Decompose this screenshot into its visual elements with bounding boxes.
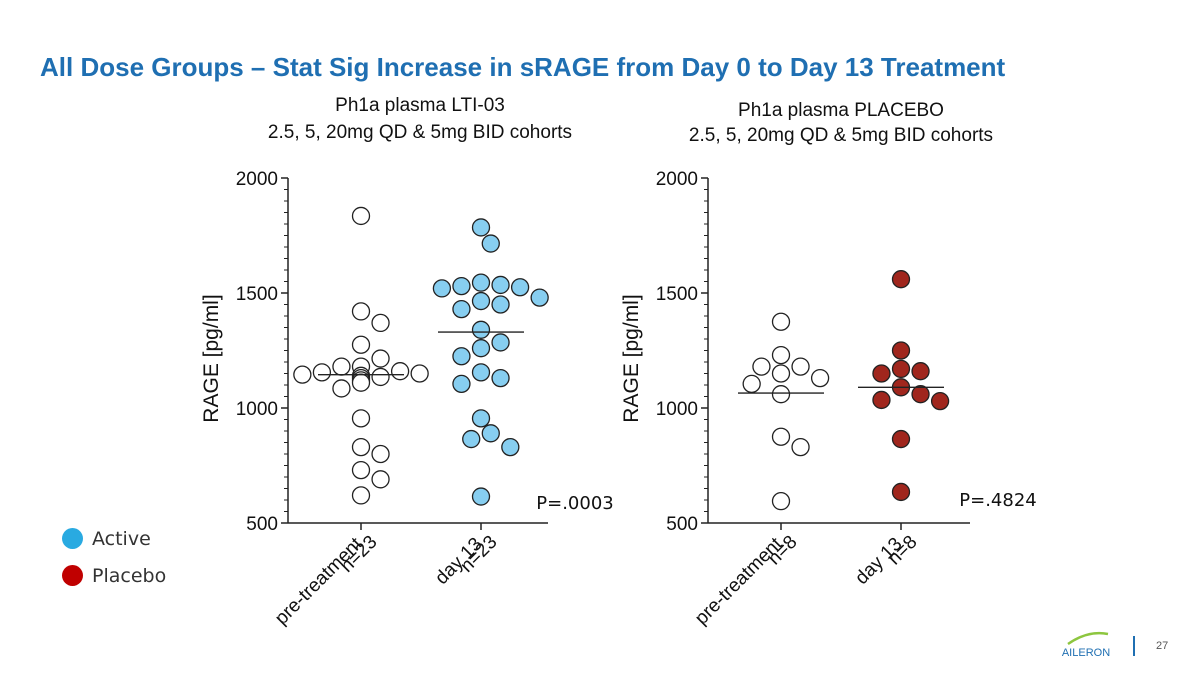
data-point (452, 276, 471, 296)
data-point (491, 333, 510, 352)
data-point (332, 379, 351, 398)
data-point (410, 364, 429, 383)
data-point (371, 313, 390, 333)
data-point (351, 302, 371, 321)
y-tick-label: 2000 (236, 169, 278, 190)
data-point (891, 341, 911, 360)
legend-item-active: Active (62, 520, 166, 557)
data-point (872, 364, 891, 383)
footer-divider (1133, 636, 1135, 656)
data-point (371, 470, 390, 489)
data-point (891, 270, 911, 289)
data-point (791, 357, 810, 376)
data-point (530, 288, 549, 307)
y-tick-label: 500 (666, 514, 698, 535)
data-point (491, 295, 510, 314)
data-point (471, 339, 491, 358)
data-point (351, 206, 371, 226)
active-swatch-icon (62, 528, 83, 549)
y-tick-label: 1500 (236, 284, 278, 305)
data-point (510, 278, 530, 297)
data-point (791, 437, 810, 457)
data-point (810, 368, 830, 388)
y-tick-label: 2000 (656, 169, 698, 190)
data-point (872, 390, 891, 410)
slide-title: All Dose Groups – Stat Sig Increase in s… (40, 52, 1006, 82)
y-tick-label: 1500 (656, 284, 698, 305)
svg-text:AILERON: AILERON (1062, 647, 1110, 659)
data-point (771, 364, 791, 383)
data-point (471, 291, 491, 311)
data-point (293, 365, 312, 384)
data-point (742, 374, 761, 394)
p-value-annotation: P=.0003 (536, 493, 613, 514)
data-point (471, 218, 491, 237)
data-point (351, 373, 371, 392)
data-point (471, 487, 491, 506)
y-axis-label: RAGE [pg/ml] (200, 294, 223, 422)
data-point (891, 482, 911, 502)
data-point (771, 345, 791, 365)
x-tick-label-n: n=23 (456, 532, 501, 577)
data-point (371, 367, 390, 387)
data-point (481, 234, 500, 253)
x-tick-label-n: n=23 (336, 532, 381, 577)
y-tick-label: 500 (246, 514, 278, 535)
data-point (491, 368, 510, 388)
data-point (911, 362, 930, 381)
legend: Active Placebo (62, 520, 166, 594)
legend-label-active: Active (92, 527, 151, 550)
data-point (911, 385, 930, 404)
aileron-logo-icon: AILERON (1062, 631, 1110, 659)
data-point (471, 320, 491, 339)
data-point (771, 427, 791, 446)
legend-item-placebo: Placebo (62, 557, 166, 594)
p-value-annotation: P=.4824 (959, 490, 1036, 511)
data-point (452, 347, 471, 366)
y-axis-label: RAGE [pg/ml] (620, 294, 643, 422)
data-point (501, 437, 520, 457)
y-tick-label: 1000 (656, 399, 698, 420)
chart-title: Ph1a plasma PLACEBO (738, 100, 944, 121)
data-point (351, 460, 371, 480)
data-point (752, 357, 771, 376)
data-point (371, 349, 390, 368)
data-point (891, 359, 911, 379)
data-point (312, 363, 332, 382)
data-point (891, 429, 911, 449)
page-number: 27 (1156, 640, 1169, 652)
placebo-swatch-icon (62, 565, 83, 586)
data-point (351, 437, 371, 457)
data-point (491, 275, 510, 295)
chart-subtitle: 2.5, 5, 20mg QD & 5mg BID cohorts (689, 125, 993, 146)
data-point (771, 312, 791, 331)
data-point (432, 279, 452, 298)
data-point (452, 299, 471, 319)
chart-subtitle: 2.5, 5, 20mg QD & 5mg BID cohorts (268, 122, 572, 143)
data-point (351, 486, 371, 505)
data-point (771, 385, 791, 404)
y-tick-label: 1000 (236, 399, 278, 420)
data-point (471, 273, 491, 292)
data-point (481, 424, 500, 443)
data-point (390, 362, 410, 381)
data-point (771, 491, 791, 511)
data-point (332, 357, 351, 376)
data-point (351, 335, 371, 354)
data-point (471, 409, 491, 428)
data-point (371, 444, 390, 464)
data-point (471, 363, 491, 382)
data-point (462, 429, 481, 449)
data-point (351, 409, 371, 428)
legend-label-placebo: Placebo (92, 564, 167, 587)
data-point (452, 374, 471, 394)
chart-title: Ph1a plasma LTI-03 (335, 95, 505, 116)
data-point (930, 391, 950, 411)
